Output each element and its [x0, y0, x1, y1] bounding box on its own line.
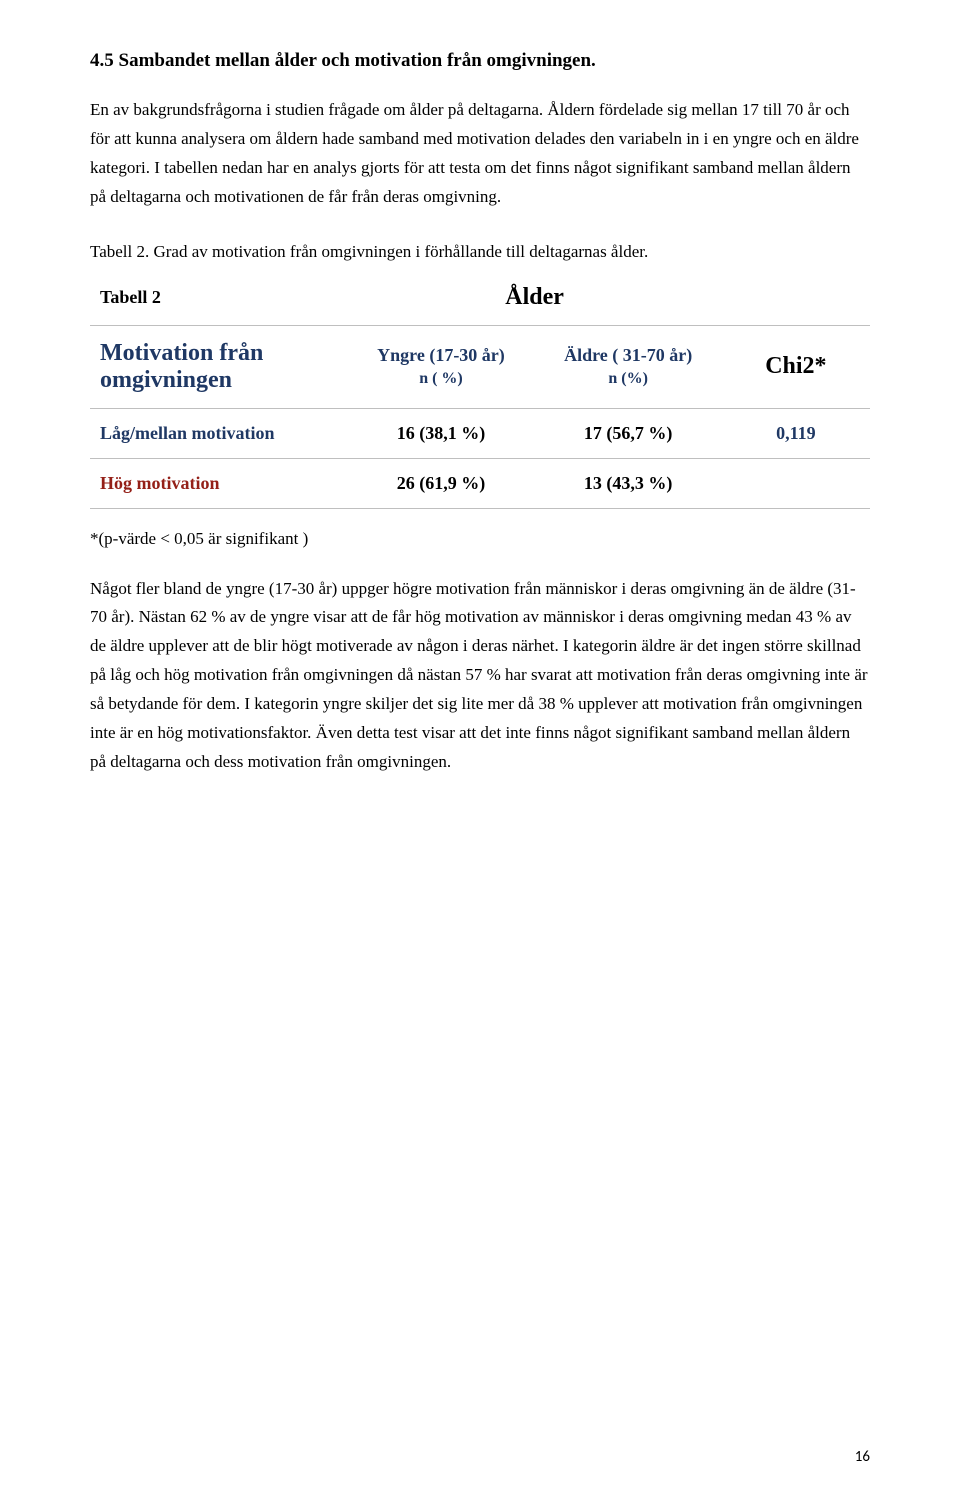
sub-chi: Chi2*	[722, 325, 870, 408]
yngre-head: Yngre (17-30 år)	[377, 345, 505, 365]
table-row-low: Låg/mellan motivation 16 (38,1 %) 17 (56…	[90, 408, 870, 458]
sub-label-bottom: omgivningen	[100, 367, 232, 393]
sub-label: Motivation från omgivningen	[90, 325, 347, 408]
aldre-head: Äldre ( 31-70 år)	[564, 345, 692, 365]
paragraph-2: Något fler bland de yngre (17-30 år) upp…	[90, 575, 870, 777]
low-yngre: 16 (38,1 %)	[347, 408, 534, 458]
page-number: 16	[855, 1448, 870, 1466]
header-empty	[722, 270, 870, 326]
paragraph-1: En av bakgrundsfrågorna i studien frågad…	[90, 96, 870, 212]
high-aldre: 13 (43,3 %)	[535, 458, 722, 508]
yngre-n: n ( %)	[357, 370, 524, 388]
low-aldre: 17 (56,7 %)	[535, 408, 722, 458]
table-subheader-row: Motivation från omgivningen Yngre (17-30…	[90, 325, 870, 408]
sub-aldre: Äldre ( 31-70 år) n (%)	[535, 325, 722, 408]
high-chi	[722, 458, 870, 508]
header-left: Tabell 2	[90, 270, 347, 326]
section-heading: 4.5 Sambandet mellan ålder och motivatio…	[90, 50, 870, 72]
aldre-n: n (%)	[545, 370, 712, 388]
low-label: Låg/mellan motivation	[90, 408, 347, 458]
low-chi: 0,119	[722, 408, 870, 458]
sub-label-top: Motivation från	[100, 340, 263, 366]
high-yngre: 26 (61,9 %)	[347, 458, 534, 508]
high-label: Hög motivation	[90, 458, 347, 508]
table-header-row: Tabell 2 Ålder	[90, 270, 870, 326]
p-value-footnote: *(p-värde < 0,05 är signifikant )	[90, 529, 870, 549]
data-table: Tabell 2 Ålder Motivation från omgivning…	[90, 270, 870, 509]
table-row-high: Hög motivation 26 (61,9 %) 13 (43,3 %)	[90, 458, 870, 508]
table-caption: Tabell 2. Grad av motivation från omgivn…	[90, 242, 870, 262]
header-center: Ålder	[347, 270, 721, 326]
page: 4.5 Sambandet mellan ålder och motivatio…	[0, 0, 960, 1496]
sub-yngre: Yngre (17-30 år) n ( %)	[347, 325, 534, 408]
